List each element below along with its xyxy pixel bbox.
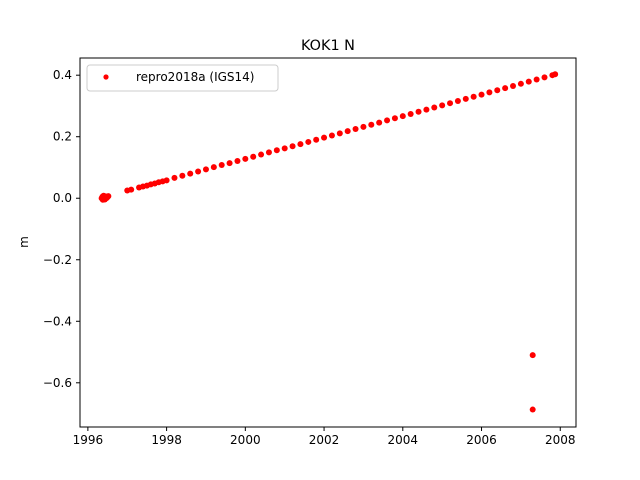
data-point [415,108,422,115]
data-point [226,160,233,167]
data-point [195,168,202,175]
data-point [399,113,406,120]
data-point [258,151,265,158]
data-point [313,136,320,143]
data-point [368,121,375,128]
data-point [202,166,209,173]
data-point [423,106,430,113]
data-point [281,145,288,152]
data-point [321,134,328,141]
data-point [510,82,517,89]
x-tick-label: 2006 [466,433,497,447]
data-point [234,158,241,165]
x-tick-label: 2004 [388,433,419,447]
data-point [250,153,257,160]
data-point [128,186,135,193]
y-tick-label: 0.4 [53,68,72,82]
data-point [486,89,493,96]
data-point [210,164,217,171]
x-tick-label: 2000 [230,433,261,447]
x-tick-label: 2002 [309,433,340,447]
data-point [462,95,469,102]
data-point [273,147,280,154]
data-point [552,71,559,78]
y-tick-label: −0.6 [43,376,72,390]
data-point [163,177,170,184]
data-point [478,91,485,98]
data-point [529,406,536,413]
legend: repro2018a (IGS14) [86,64,279,92]
data-point [517,80,524,87]
data-point [360,123,367,130]
data-point [533,76,540,83]
data-point [328,132,335,139]
x-tick-label: 1996 [73,433,104,447]
y-tick-label: 0.0 [53,191,72,205]
data-point [187,170,194,177]
data-point [242,155,249,162]
data-point [470,93,477,100]
legend-frame [86,64,279,92]
data-point [529,352,536,359]
data-points [98,71,559,413]
data-point [105,193,112,200]
plot-frame [79,57,577,428]
legend-entry-label: repro2018a (IGS14) [136,70,254,84]
data-point [289,143,296,150]
data-point [541,74,548,81]
data-point [265,149,272,156]
data-point [218,162,225,169]
data-point [305,138,312,145]
data-point [525,78,532,85]
x-tick-label: 1998 [151,433,182,447]
y-tick-label: −0.4 [43,314,72,328]
data-point [179,172,186,179]
legend-marker [103,74,109,80]
data-point [297,141,304,148]
data-point [454,98,461,105]
axes: 1996 1998 2000 2002 2004 2006 2008 −0.6 −0.4 −0.2… [43,57,577,447]
data-point [171,174,178,181]
data-point [407,110,414,117]
data-point [494,87,501,94]
data-point [431,104,438,111]
data-point [344,128,351,135]
data-point [391,115,398,122]
data-point [502,85,509,92]
data-point [447,100,454,107]
data-point [384,117,391,124]
y-tick-label: 0.2 [53,130,72,144]
y-axis-label: m [17,236,31,248]
x-tick-label: 2008 [545,433,576,447]
chart-title: KOK1 N [301,38,355,54]
y-tick-label: −0.2 [43,253,72,267]
data-point [352,126,359,133]
data-point [336,130,343,137]
data-point [376,119,383,126]
data-point [439,102,446,109]
